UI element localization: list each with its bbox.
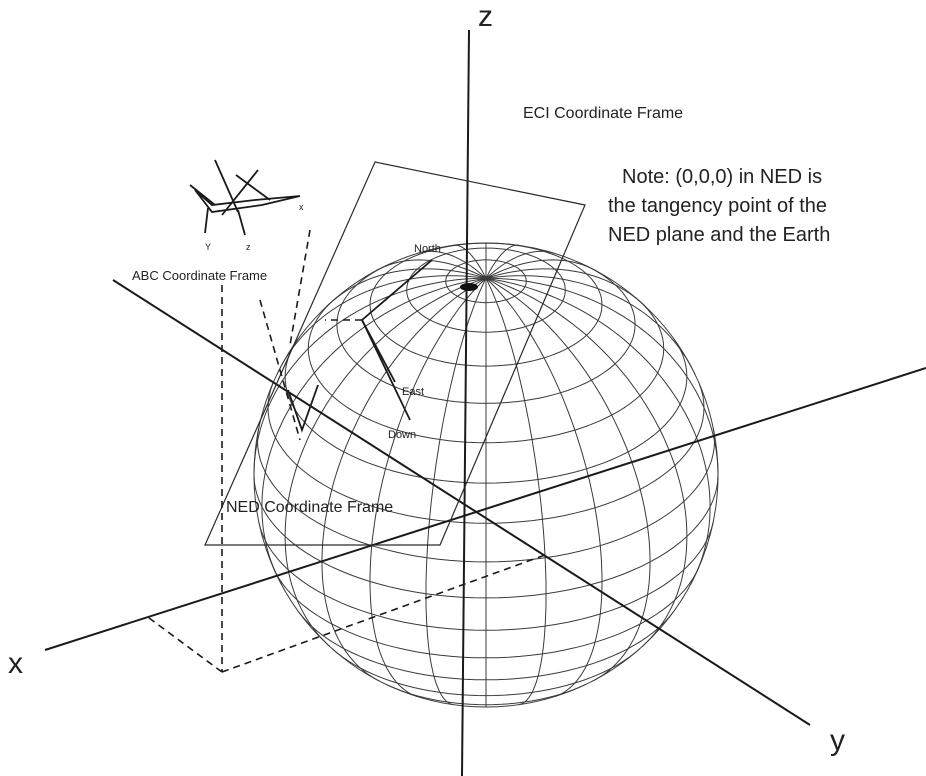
sphere-grid-line [485,278,547,706]
east-label: East [402,386,424,398]
y-axis [112,279,811,726]
z-axis-label: z [478,0,493,33]
ned-north-axis [361,259,433,321]
sphere-grid-line [298,611,674,681]
sphere-grid-line [485,277,603,698]
z-axis [461,29,470,776]
aircraft-z-label: z [246,242,251,252]
sphere-grid-line [369,277,487,698]
sphere-grid-line [453,244,487,279]
note-line-3: NED plane and the Earth [608,224,830,246]
earth-wireframe-sphere [253,242,719,708]
abc-dashed-line-upper [289,229,311,346]
x-axis-label: x [8,647,23,680]
ned-frame-label: NED Coordinate Frame [226,499,393,516]
sphere-grid-line [336,262,636,404]
abc-dashed-line-to-plane [259,299,301,441]
sphere-grid-line [485,244,519,279]
aircraft-icon [189,159,301,236]
abc-frame-label: ABC Coordinate Frame [132,268,267,283]
x-axis [44,367,926,651]
sphere-grid-line [321,277,487,682]
sphere-grid-line [307,296,665,444]
sphere-grid-line [417,250,487,279]
sphere-grid-line [485,277,711,585]
abc-projection-dashed-x [144,614,223,673]
sphere-grid-line [267,383,705,524]
sphere-grid-line [485,275,696,376]
sphere-grid-line [326,268,487,307]
north-pole-marker [460,283,478,291]
sphere-grid-line [485,277,688,647]
eci-frame-label: ECI Coordinate Frame [523,105,683,122]
north-label: North [414,243,441,255]
down-label: Down [388,429,416,441]
aircraft-x-label: x [299,202,304,212]
sphere-grid-line [485,250,555,279]
sphere-grid-line [485,268,646,307]
ned-origin-marker [287,384,319,433]
aircraft-y-label: Y [205,242,211,252]
sphere-grid-line [485,259,597,279]
sphere-grid-line [284,277,487,647]
sphere-grid-line [253,277,486,481]
note-line-2: the tangency point of the [608,195,827,217]
sphere-grid-line [258,521,714,631]
sphere-grid-line [276,275,487,376]
ned-tangent-plane [204,161,586,546]
sphere-grid-line [272,566,700,659]
sphere-grid-line [486,277,719,481]
sphere-grid-line [261,277,487,585]
sphere-grid-line [385,683,587,706]
y-axis-label: y [830,724,845,757]
sphere-grid-line [425,278,487,706]
ned-east-axis [361,319,396,383]
sphere-grid-line [485,277,651,682]
note-line-1: Note: (0,0,0) in NED is [622,166,822,188]
abc-projection-dashed-y [221,554,546,673]
